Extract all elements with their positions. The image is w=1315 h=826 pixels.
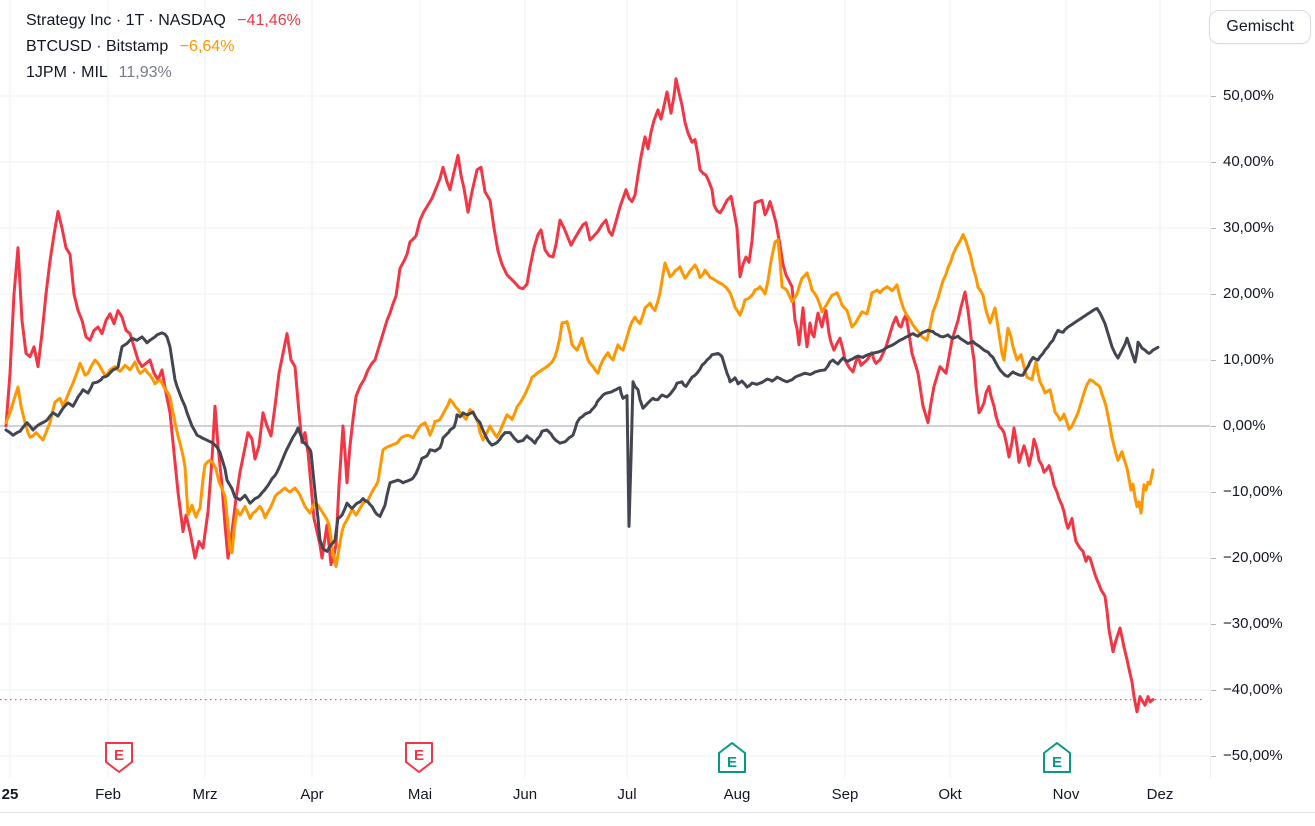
legend-change-value: −6,64% xyxy=(179,38,235,55)
time-axis-label: Aug xyxy=(723,786,751,803)
earnings-marker-letter: E xyxy=(727,754,737,771)
earnings-marker[interactable]: E xyxy=(718,742,746,773)
earnings-marker-letter: E xyxy=(414,747,424,764)
time-axis-label: Sep xyxy=(831,786,859,803)
earnings-marker-letter: E xyxy=(114,747,124,764)
price-axis-label: 0,00% xyxy=(1211,417,1266,434)
price-axis-label: 10,00% xyxy=(1211,351,1274,368)
legend-symbol-label: Strategy Inc · 1T · NASDAQ xyxy=(26,12,226,29)
time-axis-label: Mai xyxy=(407,786,433,803)
legend-item-btcusd[interactable]: BTCUSD · Bitstamp −6,64% xyxy=(26,34,301,60)
price-axis-label: −20,00% xyxy=(1211,549,1283,566)
time-axis-label: Dez xyxy=(1146,786,1174,803)
legend-symbol-label: 1JPM · MIL xyxy=(26,64,108,81)
legend-item-1jpm[interactable]: 1JPM · MIL 11,93% xyxy=(26,60,301,86)
price-axis-label: 50,00% xyxy=(1211,87,1274,104)
price-axis[interactable]: 50,00% 40,00% 30,00% 20,00% 10,00% 0,00% −10,0… xyxy=(1210,0,1315,778)
time-axis[interactable]: 25 Feb Mrz Apr Mai Jun Jul Aug Sep Okt Nov Dez xyxy=(0,778,1315,813)
earnings-marker-letter: E xyxy=(1052,754,1062,771)
time-axis-label: Jun xyxy=(512,786,538,803)
time-axis-label: Jul xyxy=(617,786,637,803)
time-axis-label: Okt xyxy=(938,786,962,803)
earnings-marker[interactable]: E xyxy=(105,742,133,773)
series-line-1jpm[interactable] xyxy=(4,307,1160,553)
mixed-scale-button[interactable]: Gemischt xyxy=(1209,10,1311,44)
earnings-down-icon xyxy=(405,742,433,773)
price-axis-label: 30,00% xyxy=(1211,219,1274,236)
time-axis-label: 25 xyxy=(1,786,19,803)
price-axis-label: −50,00% xyxy=(1211,747,1283,764)
earnings-up-icon xyxy=(1043,742,1071,773)
earnings-up-icon xyxy=(718,742,746,773)
series-line-strategy[interactable] xyxy=(4,77,1155,714)
earnings-marker[interactable]: E xyxy=(405,742,433,773)
earnings-marker[interactable]: E xyxy=(1043,742,1071,773)
legend: Strategy Inc · 1T · NASDAQ −41,46% BTCUS… xyxy=(26,8,301,86)
legend-symbol-label: BTCUSD · Bitstamp xyxy=(26,38,169,55)
legend-change-value: −41,46% xyxy=(237,12,301,29)
price-axis-label: −10,00% xyxy=(1211,483,1283,500)
time-axis-label: Mrz xyxy=(192,786,218,803)
price-axis-label: −30,00% xyxy=(1211,615,1283,632)
price-axis-label: 40,00% xyxy=(1211,153,1274,170)
series-line-btcusd[interactable] xyxy=(4,233,1155,569)
earnings-down-icon xyxy=(105,742,133,773)
price-axis-label: −40,00% xyxy=(1211,681,1283,698)
time-axis-label: Apr xyxy=(300,786,324,803)
time-axis-label: Nov xyxy=(1052,786,1080,803)
price-axis-label: 20,00% xyxy=(1211,285,1274,302)
legend-item-strategy[interactable]: Strategy Inc · 1T · NASDAQ −41,46% xyxy=(26,8,301,34)
time-axis-label: Feb xyxy=(95,786,121,803)
legend-change-value: 11,93% xyxy=(118,64,172,81)
